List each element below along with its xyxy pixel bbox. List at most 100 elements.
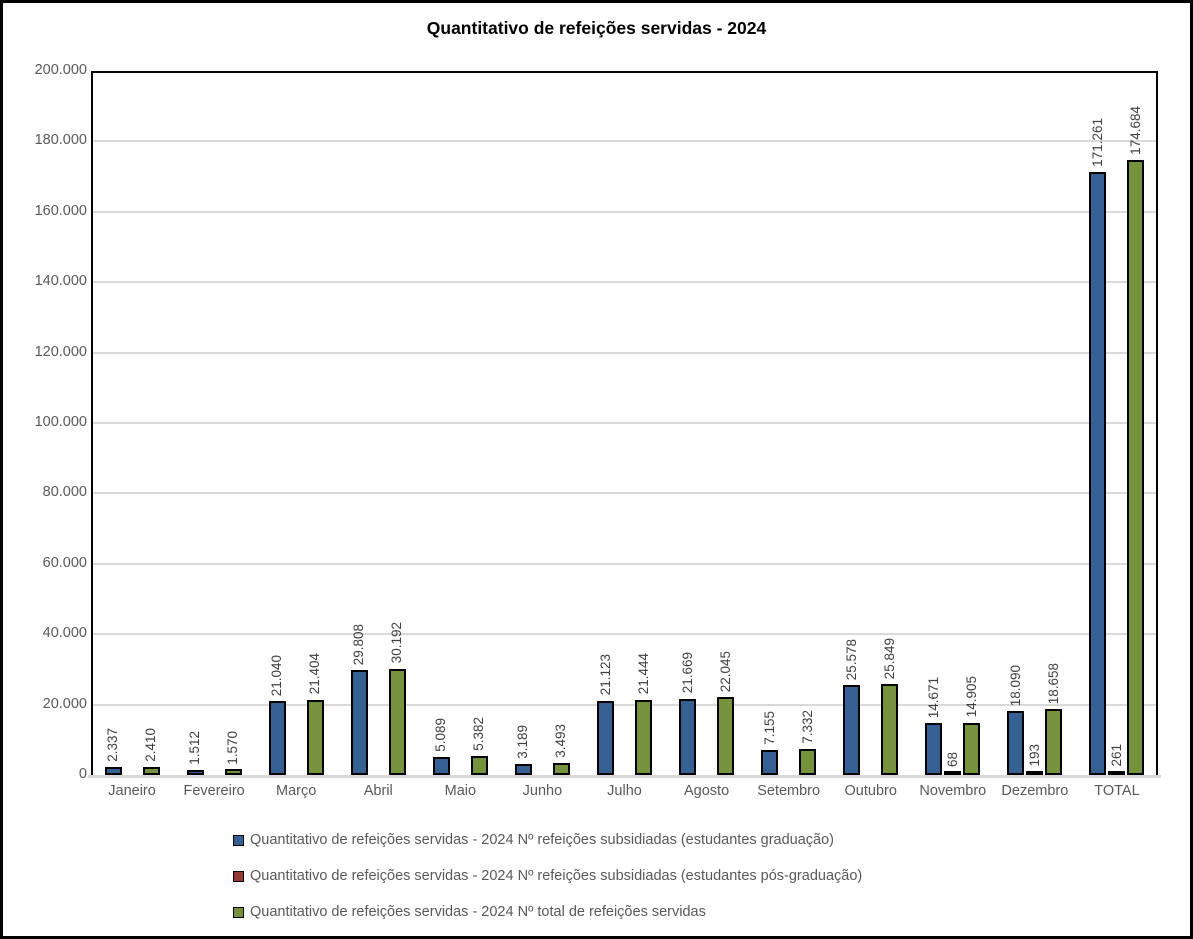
bar-data-label: 1.570 — [225, 730, 241, 765]
bar — [597, 700, 614, 775]
bar-data-label: 2.410 — [143, 727, 159, 762]
bar — [1089, 172, 1107, 775]
bar-data-label: 14.671 — [925, 677, 941, 719]
legend-item: Quantitativo de refeições servidas - 202… — [233, 903, 706, 921]
x-axis-line — [88, 775, 1161, 778]
legend-item: Quantitativo de refeições servidas - 202… — [233, 867, 862, 885]
bar-data-label: 21.040 — [269, 654, 285, 696]
x-axis-category-label: Agosto — [683, 783, 730, 799]
bar — [679, 698, 697, 775]
x-axis-category-label: Junho — [522, 783, 563, 799]
bar — [388, 668, 406, 775]
bar-data-label: 7.155 — [761, 711, 777, 745]
gridline — [93, 140, 1156, 143]
legend-marker-icon — [233, 870, 244, 882]
bar-data-label: 25.578 — [843, 638, 859, 680]
x-axis-category-label: Fevereiro — [183, 783, 245, 799]
bar-data-label: 25.849 — [881, 637, 897, 680]
bar-data-label: 5.382 — [471, 717, 487, 752]
x-axis-category-label: Janeiro — [108, 783, 156, 799]
bar — [717, 697, 735, 775]
bar-data-label: 30.192 — [389, 622, 405, 664]
gridline — [93, 281, 1156, 284]
x-axis-category-label: Maio — [444, 783, 477, 799]
bar — [306, 699, 324, 775]
bar-data-label: 18.658 — [1045, 663, 1061, 705]
x-axis-category-label: Março — [276, 783, 317, 799]
bar — [350, 670, 368, 775]
bar-data-label: 3.189 — [515, 724, 531, 759]
bar-data-label: 21.444 — [635, 653, 651, 695]
legend-label: Quantitativo de refeições servidas - 202… — [250, 868, 863, 884]
bar — [186, 769, 204, 775]
gridline — [93, 351, 1156, 354]
bar — [1108, 771, 1126, 775]
y-axis-tick-label: 140.000 — [34, 273, 87, 290]
bar-data-label: 193 — [1026, 744, 1042, 767]
plot-area — [91, 71, 1158, 775]
bar — [1026, 771, 1044, 775]
bar — [843, 684, 861, 775]
bar-data-label: 2.337 — [105, 727, 121, 762]
bar-data-label: 1.512 — [187, 730, 203, 765]
bar — [268, 700, 286, 775]
bar-data-label: 174.684 — [1127, 106, 1143, 156]
gridline — [93, 562, 1156, 565]
y-axis-tick-label: 100.000 — [34, 414, 87, 430]
y-axis-tick-label: 80.000 — [42, 484, 87, 501]
x-axis-category-label: Outubro — [844, 783, 897, 799]
bar — [963, 722, 981, 775]
x-axis-category-label: TOTAL — [1094, 783, 1140, 799]
y-axis-tick-label: 0 — [78, 766, 87, 782]
x-axis-category-label: Abril — [363, 783, 393, 799]
legend-marker-icon — [233, 906, 244, 918]
legend-label: Quantitativo de refeições servidas - 202… — [250, 904, 706, 920]
bar — [514, 763, 532, 775]
bar-data-label: 21.669 — [679, 652, 695, 694]
bar — [944, 771, 962, 775]
y-axis-tick-label: 60.000 — [42, 554, 87, 571]
bar-data-label: 29.808 — [351, 623, 367, 666]
y-axis-tick-label: 20.000 — [42, 695, 87, 712]
gridline — [93, 492, 1156, 495]
x-axis-category-label: Setembro — [757, 783, 821, 799]
bar — [142, 766, 160, 775]
bar-data-label: 14.905 — [963, 676, 979, 718]
bar — [470, 756, 488, 775]
bar — [432, 757, 450, 775]
y-axis-tick-label: 120.000 — [34, 343, 87, 360]
bar — [799, 749, 817, 775]
bar-data-label: 3.493 — [553, 723, 569, 758]
bar-data-label: 22.045 — [717, 651, 733, 693]
legend-label: Quantitativo de refeições servidas - 202… — [250, 832, 835, 848]
bar — [104, 766, 122, 775]
y-axis-tick-label: 40.000 — [42, 625, 87, 642]
bar — [1007, 711, 1025, 775]
bar — [1045, 709, 1063, 775]
bar-data-label: 18.090 — [1007, 665, 1023, 707]
bar — [925, 723, 943, 775]
gridline — [93, 703, 1156, 706]
gridline — [93, 633, 1156, 636]
bar — [1127, 160, 1145, 775]
bar-data-label: 68 — [944, 751, 960, 767]
x-axis-category-label: Dezembro — [1001, 783, 1069, 799]
bar — [635, 699, 652, 775]
gridline — [93, 210, 1156, 213]
x-axis-category-label: Novembro — [919, 783, 987, 799]
legend-item: Quantitativo de refeições servidas - 202… — [233, 831, 834, 849]
bar — [552, 762, 570, 775]
legend-marker-icon — [233, 834, 244, 846]
y-axis-tick-label: 160.000 — [34, 202, 87, 219]
bar-data-label: 171.261 — [1089, 118, 1105, 168]
y-axis-tick-label: 180.000 — [34, 132, 87, 149]
bar — [761, 749, 779, 775]
y-axis-tick-label: 200.000 — [34, 62, 87, 78]
bar-data-label: 261 — [1108, 744, 1124, 767]
bar — [224, 769, 242, 775]
bar-data-label: 21.404 — [307, 653, 323, 695]
bar-data-label: 5.089 — [433, 718, 449, 753]
bar-data-label: 7.332 — [799, 710, 815, 745]
bar — [881, 684, 899, 775]
